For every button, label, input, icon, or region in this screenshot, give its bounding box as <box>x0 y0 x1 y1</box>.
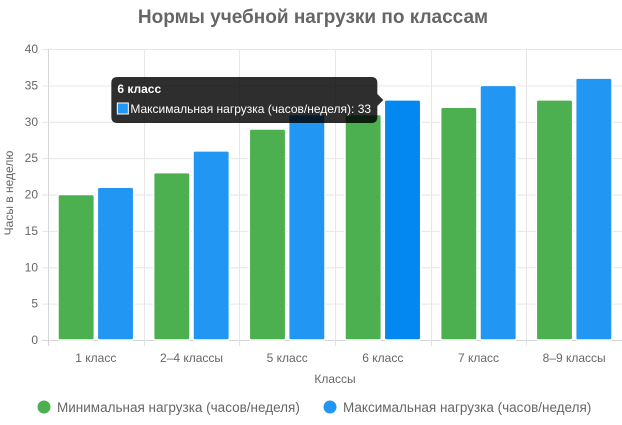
tooltip-body: Максимальная нагрузка (часов/неделя): 33 <box>130 102 371 116</box>
y-axis-ticks: 0 5 10 15 20 25 30 35 40 <box>25 42 39 347</box>
bar[interactable] <box>535 99 574 341</box>
legend-label: Максимальная нагрузка (часов/неделя) <box>343 400 591 415</box>
x-tick-label: 8–9 классы <box>543 351 606 365</box>
bar[interactable] <box>57 193 96 341</box>
y-tick-label: 0 <box>31 333 38 347</box>
bar[interactable] <box>96 186 135 341</box>
tooltip-swatch <box>116 102 129 115</box>
legend-item[interactable]: Максимальная нагрузка (часов/неделя) <box>323 400 592 415</box>
x-tick-label: 5 класс <box>267 351 308 365</box>
legend-label: Минимальная нагрузка (часов/неделя) <box>57 400 300 415</box>
bar[interactable] <box>439 106 478 341</box>
tooltip-box <box>111 77 384 123</box>
y-tick-label: 20 <box>25 188 39 202</box>
y-tick-label: 40 <box>25 42 39 56</box>
x-tick-label: 7 класс <box>458 351 499 365</box>
y-tick-label: 30 <box>25 115 39 129</box>
x-tick-label: 1 класс <box>75 351 116 365</box>
bar[interactable] <box>287 113 326 341</box>
legend-swatch <box>323 400 337 414</box>
bar[interactable] <box>152 171 191 341</box>
x-tick-label: 2–4 классы <box>160 351 223 365</box>
bar[interactable] <box>574 77 613 341</box>
tooltip-title: 6 класс <box>117 82 161 96</box>
bar[interactable] <box>248 128 287 341</box>
legend-item[interactable]: Минимальная нагрузка (часов/неделя) <box>37 400 300 415</box>
legend-swatch <box>37 400 51 414</box>
bar[interactable] <box>192 150 231 341</box>
y-tick-label: 35 <box>25 78 39 92</box>
bars <box>57 77 613 341</box>
x-tick-label: 6 класс <box>362 351 403 365</box>
bar[interactable] <box>479 84 518 341</box>
y-axis-label: Часы в неделю <box>2 151 16 236</box>
bar[interactable] <box>383 99 422 341</box>
y-tick-label: 10 <box>25 260 39 274</box>
chart-title: Нормы учебной нагрузки по классам <box>138 7 488 28</box>
y-tick-label: 15 <box>25 224 39 238</box>
y-tick-label: 5 <box>31 297 38 311</box>
bar[interactable] <box>344 113 383 341</box>
tooltip: 6 класс Максимальная нагрузка (часов/неде… <box>111 77 384 123</box>
x-axis-label: Классы <box>314 372 355 386</box>
x-axis-ticks: 1 класс 2–4 классы 5 класс 6 класс 7 класс 8–… <box>75 351 605 365</box>
legend: Минимальная нагрузка (часов/неделя) Макси… <box>37 400 592 415</box>
y-tick-label: 25 <box>25 151 39 165</box>
